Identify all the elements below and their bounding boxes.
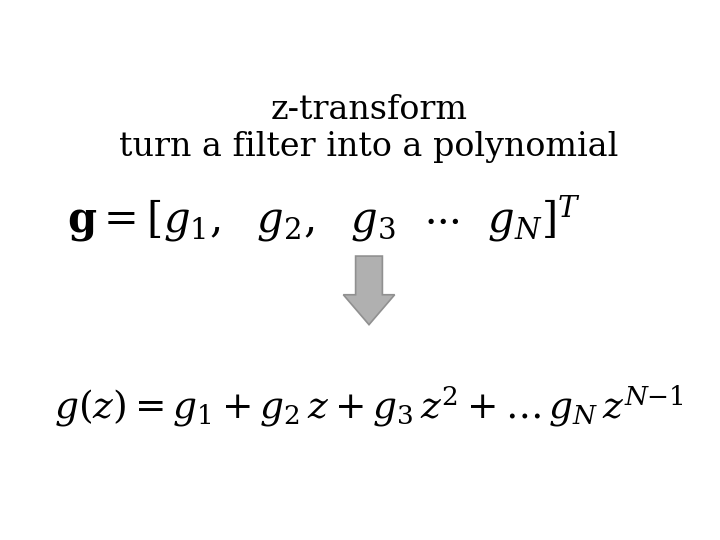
FancyArrow shape xyxy=(343,256,395,325)
Text: z-transform: z-transform xyxy=(271,94,467,126)
Text: $\mathbf{g} = [g_1,\ \ g_2,\ \ g_3\ \ \cdots\ \ g_N]^T$: $\mathbf{g} = [g_1,\ \ g_2,\ \ g_3\ \ \c… xyxy=(68,193,581,244)
Text: turn a filter into a polynomial: turn a filter into a polynomial xyxy=(120,131,618,163)
Text: $g(z) = g_1 + g_2\,z + g_3\,z^2 + \ldots\, g_N\,z^{N\mathrm{-}1}$: $g(z) = g_1 + g_2\,z + g_3\,z^2 + \ldots… xyxy=(54,383,684,429)
